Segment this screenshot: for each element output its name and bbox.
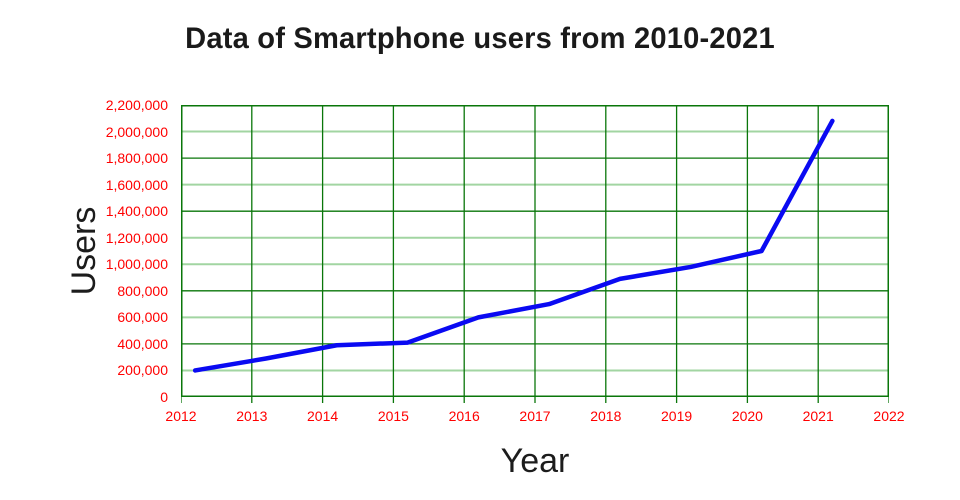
x-tick-label: 2016 [448,408,480,424]
x-tick-label: 2013 [236,408,268,424]
data-line-smartphone-users [192,118,835,373]
y-tick-label: 0 [160,389,168,405]
y-tick-label: 600,000 [117,309,168,326]
y-tick-label: 1,400,000 [105,203,168,220]
x-tick-label: 2014 [307,408,339,424]
chart-title: Data of Smartphone users from 2010-2021 [185,22,775,55]
x-tick-label: 2012 [165,408,197,424]
y-tick-label: 2,200,000 [105,97,168,113]
x-axis-title: Year [500,442,570,480]
y-tick-label: 1,000,000 [105,256,168,273]
x-tick-label: 2022 [873,408,905,424]
x-tick-label: 2019 [661,408,693,424]
x-tick-label: 2021 [802,408,834,424]
y-tick-label: 400,000 [117,335,168,352]
y-tick-label: 1,200,000 [105,229,168,246]
y-tick-label: 800,000 [117,282,168,299]
plot-area [181,105,889,403]
y-tick-label: 2,000,000 [105,123,168,140]
y-tick-label: 1,800,000 [105,150,168,167]
x-tick-label: 2017 [519,408,551,424]
y-tick-label: 200,000 [117,362,168,379]
y-tick-label: 1,600,000 [105,176,168,193]
plot-border [181,105,889,397]
x-tick-label: 2020 [731,408,763,424]
x-tick-label: 2018 [590,408,622,424]
x-tick-label: 2015 [377,408,409,424]
